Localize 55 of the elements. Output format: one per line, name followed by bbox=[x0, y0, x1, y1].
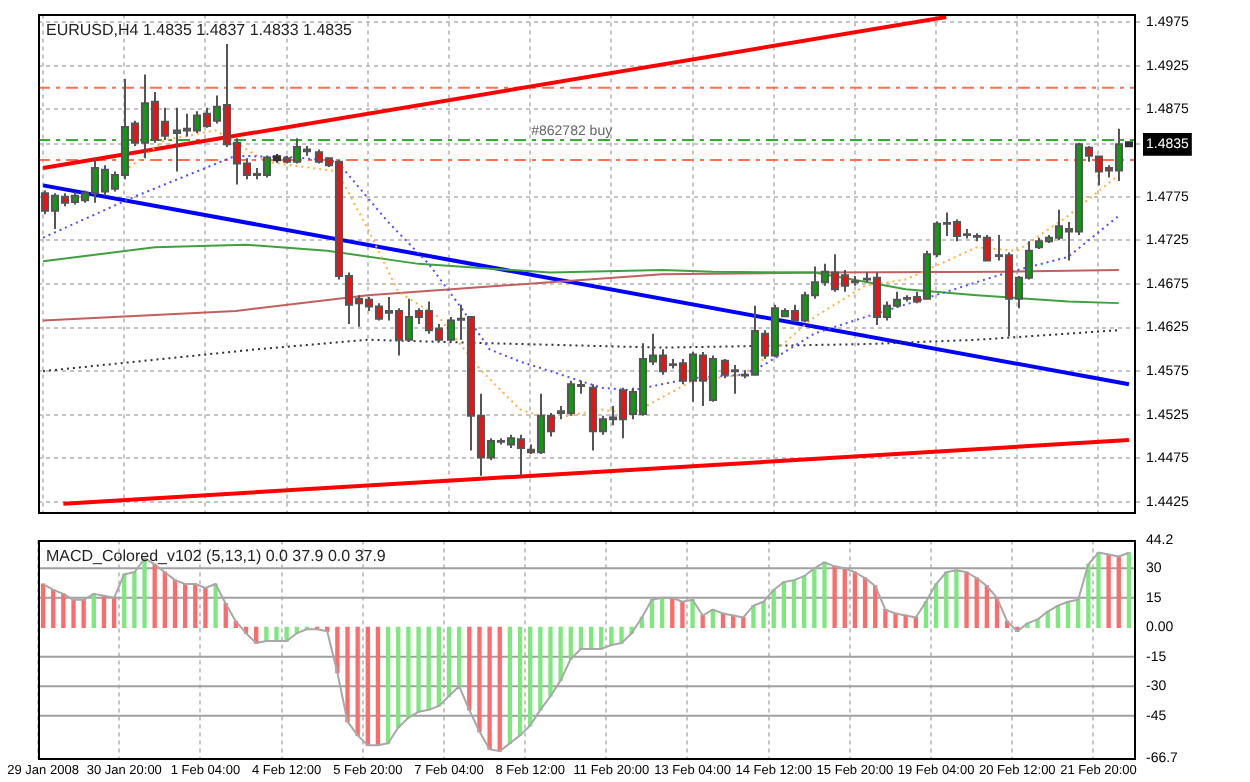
bar bbox=[497, 626, 502, 752]
bar bbox=[182, 583, 188, 628]
bar bbox=[152, 563, 157, 628]
bar bbox=[365, 626, 370, 746]
bar bbox=[335, 626, 340, 674]
bar bbox=[1096, 551, 1101, 628]
bar bbox=[822, 561, 827, 628]
bar bbox=[832, 565, 837, 628]
bar bbox=[487, 626, 492, 750]
line-series bbox=[42, 329, 1120, 373]
bar bbox=[548, 626, 553, 697]
chart-title: EURUSD,H4 1.4835 1.4837 1.4833 1.4835 bbox=[46, 20, 354, 39]
candlestick bbox=[272, 152, 282, 164]
bar bbox=[883, 608, 888, 628]
bar bbox=[852, 571, 858, 628]
bar bbox=[132, 571, 137, 628]
bar bbox=[436, 626, 442, 707]
bar bbox=[528, 626, 533, 727]
bar bbox=[538, 626, 543, 711]
bar bbox=[507, 626, 513, 744]
bar bbox=[802, 575, 807, 628]
bar bbox=[162, 571, 168, 628]
bar bbox=[416, 626, 421, 713]
bar bbox=[172, 579, 178, 628]
bar bbox=[1116, 555, 1121, 628]
bar bbox=[40, 583, 46, 628]
chart-title: MACD_Colored_v102 (5,13,1) 0.0 37.9 0.0 37.9 bbox=[46, 546, 387, 565]
bar bbox=[213, 583, 218, 628]
bar bbox=[345, 626, 350, 723]
bar bbox=[61, 593, 66, 628]
line-series bbox=[42, 154, 1120, 392]
bar bbox=[893, 612, 898, 628]
bar bbox=[385, 626, 391, 744]
bar bbox=[355, 626, 360, 737]
bar bbox=[375, 626, 381, 746]
bar bbox=[751, 605, 756, 628]
bar bbox=[954, 569, 959, 628]
bar bbox=[1126, 552, 1132, 628]
bar bbox=[456, 626, 462, 687]
bar bbox=[558, 626, 563, 682]
bar bbox=[812, 567, 817, 628]
bar bbox=[71, 599, 76, 628]
bar bbox=[609, 626, 614, 646]
bar bbox=[842, 567, 847, 628]
bar bbox=[517, 626, 523, 737]
bar bbox=[1106, 553, 1111, 628]
bar bbox=[791, 579, 797, 628]
bar bbox=[477, 626, 482, 733]
bar bbox=[203, 587, 208, 628]
bar bbox=[761, 601, 766, 628]
bar bbox=[406, 626, 411, 719]
bar bbox=[426, 626, 431, 711]
bar bbox=[680, 601, 685, 628]
bar bbox=[964, 571, 969, 628]
bar bbox=[396, 626, 401, 729]
